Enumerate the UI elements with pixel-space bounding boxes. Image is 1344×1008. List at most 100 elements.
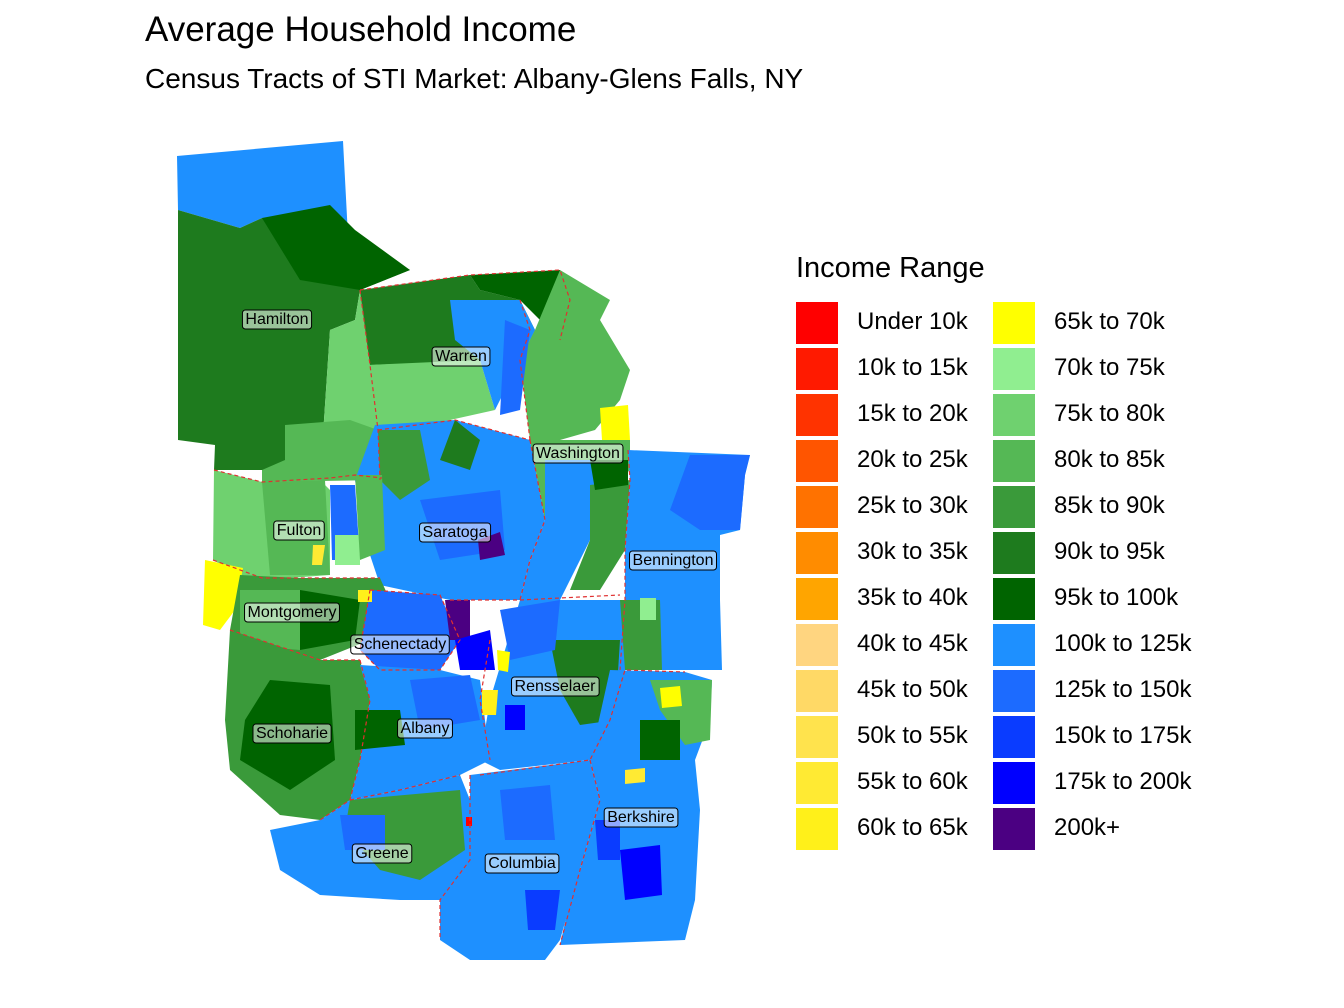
legend-label: 85k to 90k bbox=[1054, 492, 1165, 519]
region-greene-blue2 bbox=[340, 815, 385, 850]
border-fulton-south bbox=[212, 559, 380, 579]
region-warren-east bbox=[520, 270, 630, 440]
border-columbia-berkshire bbox=[559, 759, 601, 946]
legend-item: 15k to 20k bbox=[796, 392, 1016, 438]
legend-item: 10k to 15k bbox=[796, 346, 1016, 392]
chart-subtitle: Census Tracts of STI Market: Albany-Glen… bbox=[145, 63, 804, 94]
legend-label: 70k to 75k bbox=[1054, 354, 1165, 381]
county-label-rensselaer: Rensselaer bbox=[511, 676, 600, 697]
county-name: Schenectady bbox=[354, 636, 447, 653]
region-yellow-albany2 bbox=[497, 650, 510, 672]
region-warren-blue2 bbox=[500, 320, 530, 415]
county-borders bbox=[212, 269, 686, 946]
county-label-box bbox=[532, 443, 624, 464]
legend-label: 25k to 30k bbox=[857, 492, 968, 519]
legend-label: 55k to 60k bbox=[857, 768, 968, 795]
legend-swatch bbox=[993, 578, 1035, 620]
region-schenectady-blue bbox=[455, 630, 495, 670]
county-label-box bbox=[511, 676, 600, 697]
region-saratoga-green bbox=[378, 430, 430, 500]
region-yellow-berk1 bbox=[660, 686, 682, 708]
region-berkshire-blue3 bbox=[595, 820, 620, 860]
border-warren-north bbox=[359, 269, 571, 341]
legend-item: 70k to 75k bbox=[993, 346, 1213, 392]
county-name: Montgomery bbox=[248, 604, 337, 621]
border-albany-east bbox=[479, 639, 491, 761]
legend-swatch bbox=[993, 394, 1035, 436]
legend-label: 100k to 125k bbox=[1054, 630, 1192, 657]
legend-title: Income Range bbox=[796, 252, 985, 284]
legend-label: 40k to 45k bbox=[857, 630, 968, 657]
legend-item: 30k to 35k bbox=[796, 530, 1016, 576]
county-label-washington: Washington bbox=[532, 443, 624, 464]
region-washington-green bbox=[570, 480, 630, 590]
legend-label: 125k to 150k bbox=[1054, 676, 1192, 703]
county-name: Washington bbox=[536, 445, 620, 462]
legend-swatch bbox=[993, 716, 1035, 758]
region-yellow-bennington bbox=[640, 598, 656, 620]
region-hamilton-south bbox=[262, 420, 380, 482]
region-schenectady-purple bbox=[445, 600, 470, 640]
county-label-fulton: Fulton bbox=[273, 520, 325, 541]
county-name: Warren bbox=[435, 348, 487, 365]
county-name: Columbia bbox=[488, 855, 556, 872]
legend-item: 200k+ bbox=[993, 806, 1213, 852]
legend-label: 80k to 85k bbox=[1054, 446, 1165, 473]
legend-item: 90k to 95k bbox=[993, 530, 1213, 576]
legend-label: 20k to 25k bbox=[857, 446, 968, 473]
border-warren-washington bbox=[519, 299, 531, 441]
legend-swatch bbox=[993, 808, 1035, 850]
region-yellow-fulton bbox=[312, 545, 325, 565]
legend-item: 55k to 60k bbox=[796, 760, 1016, 806]
border-rensselaer-south bbox=[479, 669, 686, 776]
region-washington-dk bbox=[590, 460, 628, 490]
legend-item: 100k to 125k bbox=[993, 622, 1213, 668]
legend-label: 30k to 35k bbox=[857, 538, 968, 565]
county-label-box bbox=[252, 723, 332, 744]
county-label-montgomery: Montgomery bbox=[244, 602, 340, 623]
county-label-greene: Greene bbox=[351, 843, 413, 864]
county-label-saratoga: Saratoga bbox=[419, 522, 492, 543]
legend-swatch bbox=[993, 670, 1035, 712]
legend-label: 200k+ bbox=[1054, 814, 1121, 841]
legend-item: Under 10k bbox=[796, 300, 1016, 346]
legend-label: 50k to 55k bbox=[857, 722, 968, 749]
border-hamilton-warren bbox=[359, 289, 381, 481]
county-name: Greene bbox=[355, 845, 408, 862]
legend-item: 25k to 30k bbox=[796, 484, 1016, 530]
legend-item: 35k to 40k bbox=[796, 576, 1016, 622]
legend-swatch bbox=[796, 624, 838, 666]
legend-item: 45k to 50k bbox=[796, 668, 1016, 714]
chart-title: Average Household Income bbox=[145, 10, 577, 49]
county-label-hamilton: Hamilton bbox=[241, 309, 313, 330]
legend-swatch bbox=[993, 440, 1035, 482]
region-albany-dk bbox=[355, 710, 405, 750]
region-columbia-navy bbox=[525, 890, 560, 930]
legend-swatch bbox=[993, 486, 1035, 528]
legend-label: 60k to 65k bbox=[857, 814, 968, 841]
legend-item: 95k to 100k bbox=[993, 576, 1213, 622]
region-saratoga-dkgreen bbox=[440, 420, 480, 470]
county-name: Bennington bbox=[633, 552, 714, 569]
county-label-box bbox=[350, 634, 450, 655]
legend-swatch bbox=[796, 348, 838, 390]
legend-label: 15k to 20k bbox=[857, 400, 968, 427]
county-label-box bbox=[397, 718, 453, 739]
legend-item: 40k to 45k bbox=[796, 622, 1016, 668]
region-fulton-east bbox=[355, 475, 385, 560]
region-red-spot bbox=[466, 817, 472, 826]
legend-item: 75k to 80k bbox=[993, 392, 1213, 438]
region-albany-blue bbox=[410, 675, 480, 730]
region-warren-light bbox=[368, 360, 495, 430]
region-yellow-ne bbox=[600, 405, 630, 440]
county-name: Saratoga bbox=[423, 524, 488, 541]
legend-label: 75k to 80k bbox=[1054, 400, 1165, 427]
legend-label: 35k to 40k bbox=[857, 584, 968, 611]
county-label-box bbox=[351, 843, 413, 864]
county-name: Albany bbox=[401, 720, 450, 737]
county-label-box bbox=[629, 550, 717, 571]
legend-label: 65k to 70k bbox=[1054, 308, 1165, 335]
county-label-albany: Albany bbox=[397, 718, 453, 739]
border-bennington-west bbox=[619, 449, 631, 671]
region-rensselaer-blue2 bbox=[500, 600, 560, 660]
